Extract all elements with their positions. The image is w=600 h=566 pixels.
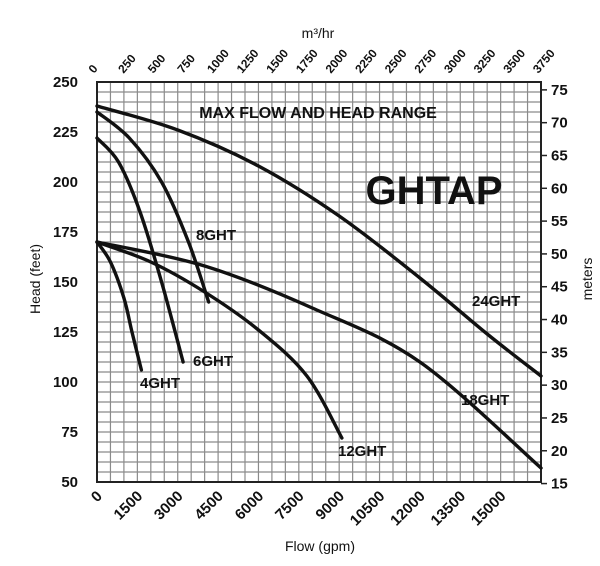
curve-12ght	[95, 240, 344, 440]
right-tick-label: 50	[551, 246, 568, 263]
right-tick-label: 20	[551, 443, 568, 460]
top-tick-label: 3250	[471, 46, 499, 76]
y-tick-label: 125	[53, 324, 78, 341]
y-tick-label: 200	[53, 174, 78, 191]
y-tick-label: 100	[53, 374, 78, 391]
top-tick-label: 3500	[500, 46, 528, 76]
y-tick-label: 175	[53, 224, 78, 241]
top-tick-label: 2000	[323, 46, 351, 76]
chart-annotation: MAX FLOW AND HEAD RANGE	[199, 105, 437, 122]
top-tick-label: 750	[174, 51, 198, 76]
curve-24ght	[95, 104, 543, 378]
curve-6ght	[95, 136, 185, 364]
top-tick-label: 2500	[382, 46, 410, 76]
right-tick-label: 75	[551, 82, 568, 99]
top-tick-label: 1750	[293, 46, 321, 76]
x-tick-label: 0	[88, 488, 106, 506]
y-tick-label: 225	[53, 124, 78, 141]
plot-border	[96, 81, 542, 483]
curve-18ght	[95, 240, 543, 470]
x-tick-label: 3000	[151, 488, 187, 524]
brand-label: GHTAP	[365, 169, 502, 213]
top-tick-label: 500	[145, 51, 169, 76]
curve-label-18ght: 18GHT	[461, 392, 509, 409]
top-tick-label: 2750	[411, 46, 439, 76]
curve-8ght	[95, 110, 211, 304]
right-tick-label: 40	[551, 312, 568, 329]
right-tick-label: 35	[551, 344, 568, 361]
curve-4ght	[95, 240, 144, 372]
top-tick-label: 3000	[441, 46, 469, 76]
top-axis-title: m³/hr	[302, 25, 335, 41]
top-tick-label: 250	[115, 51, 139, 76]
y-tick-label: 75	[61, 424, 78, 441]
right-tick-label: 45	[551, 279, 568, 296]
x-tick-label: 6000	[232, 488, 268, 524]
x-tick-label: 4500	[191, 488, 227, 524]
right-tick-label: 60	[551, 180, 568, 197]
curve-label-8ght: 8GHT	[196, 227, 236, 244]
y-axis-title: Head (feet)	[27, 244, 43, 314]
y-axis-ticks: 50 75 100 125 150 175 200 225 250	[53, 74, 78, 491]
right-axis-ticks: 15 20 25 30 35 40 45 50 55 60 65 70 75	[541, 82, 568, 493]
right-tick-label: 55	[551, 213, 568, 230]
top-tick-label: 0	[86, 62, 101, 76]
x-axis-title: Flow (gpm)	[285, 538, 355, 554]
top-tick-label: 1000	[204, 46, 232, 76]
curve-label-12ght: 12GHT	[338, 443, 386, 460]
x-tick-label: 10500	[347, 488, 389, 530]
top-axis-ticks: 0 250 500 750 1000 1250 1500 1750 2000 2250 2500 27…	[86, 46, 558, 76]
y-tick-label: 250	[53, 74, 78, 91]
x-tick-label: 1500	[111, 488, 147, 524]
right-tick-label: 15	[551, 476, 568, 493]
curve-labels: 4GHT 6GHT 8GHT 12GHT 18GHT 24GHT	[140, 227, 520, 460]
grid	[97, 82, 541, 482]
x-tick-label: 12000	[387, 488, 429, 530]
top-tick-label: 1500	[263, 46, 291, 76]
curve-label-6ght: 6GHT	[193, 353, 233, 370]
x-tick-label: 9000	[312, 488, 348, 524]
top-tick-label: 1250	[234, 46, 262, 76]
right-axis-title: meters	[579, 258, 595, 301]
right-tick-label: 25	[551, 410, 568, 427]
y-tick-label: 50	[61, 474, 78, 491]
top-tick-label: 2250	[352, 46, 380, 76]
right-tick-label: 70	[551, 115, 568, 132]
curve-label-24ght: 24GHT	[472, 293, 520, 310]
x-tick-label: 15000	[468, 488, 510, 530]
x-tick-label: 13500	[428, 488, 470, 530]
right-tick-label: 65	[551, 147, 568, 164]
curve-label-4ght: 4GHT	[140, 375, 180, 392]
y-tick-label: 150	[53, 274, 78, 291]
x-tick-label: 7500	[272, 488, 308, 524]
x-axis-ticks: 0 1500 3000 4500 6000 7500 9000105001200013500…	[88, 488, 510, 530]
right-tick-label: 30	[551, 377, 568, 394]
top-tick-label: 3750	[530, 46, 558, 76]
curves	[95, 104, 543, 470]
